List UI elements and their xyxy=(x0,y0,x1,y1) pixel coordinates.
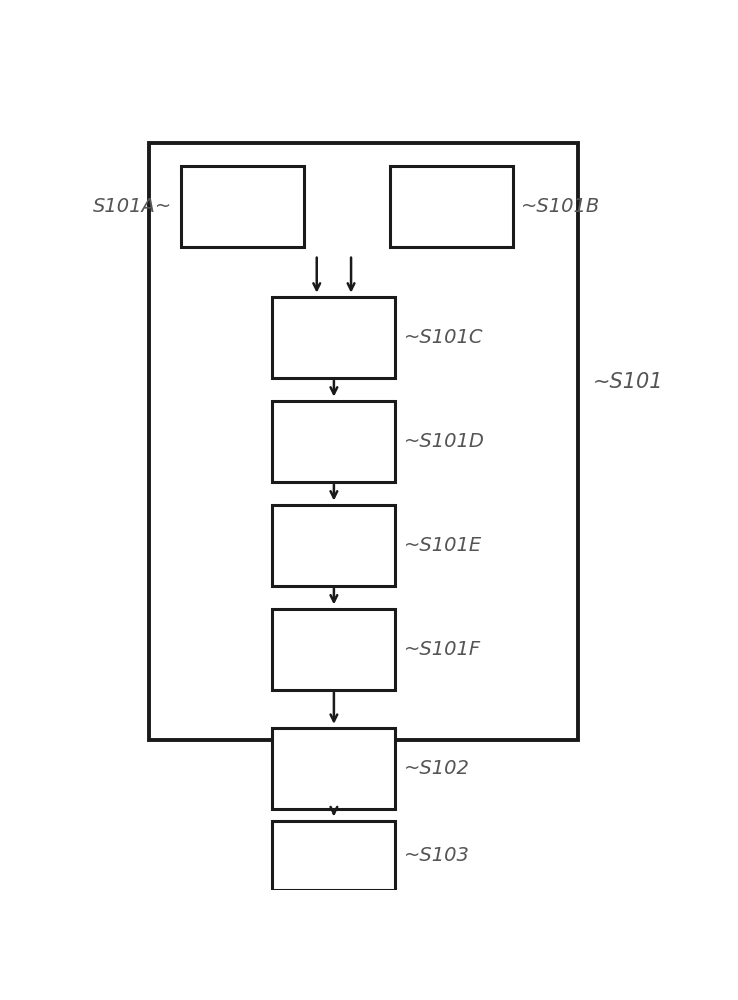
Bar xyxy=(181,166,304,247)
Text: ~S101D: ~S101D xyxy=(404,432,485,451)
Bar xyxy=(272,821,396,890)
Bar xyxy=(272,505,396,586)
Text: ~S101F: ~S101F xyxy=(404,640,481,659)
Text: ~S101E: ~S101E xyxy=(404,536,482,555)
Text: ~S101C: ~S101C xyxy=(404,328,483,347)
Text: S101A~: S101A~ xyxy=(93,197,173,216)
Text: ~S103: ~S103 xyxy=(404,846,470,865)
Bar xyxy=(272,609,396,690)
Bar xyxy=(272,401,396,482)
Text: ~S102: ~S102 xyxy=(404,759,470,778)
Bar xyxy=(390,166,513,247)
Bar xyxy=(272,297,396,378)
Text: ~S101: ~S101 xyxy=(593,372,663,392)
Bar xyxy=(149,143,579,740)
Bar xyxy=(272,728,396,809)
Text: ~S101B: ~S101B xyxy=(521,197,601,216)
